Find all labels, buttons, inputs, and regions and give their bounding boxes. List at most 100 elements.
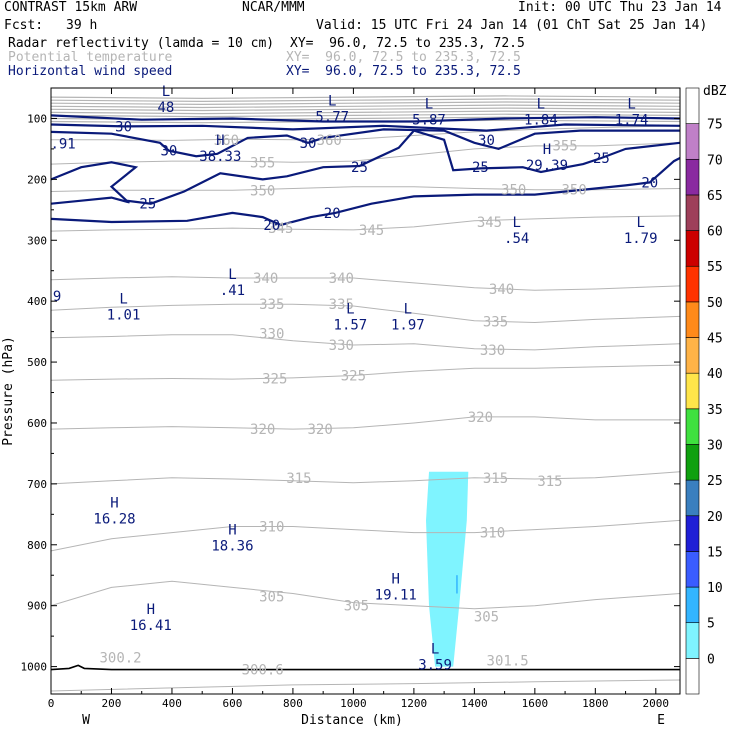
field-xy-wind: XY= 96.0, 72.5 to 235.3, 72.5 [286, 64, 521, 79]
field-xy-theta: XY= 96.0, 72.5 to 235.3, 72.5 [286, 50, 521, 65]
extremum-marker: H [543, 142, 551, 158]
extremum-value: 19.11 [375, 587, 417, 603]
colorbar-swatch [685, 87, 700, 124]
wind-contour-25b [51, 196, 130, 205]
wind-contour-30c [51, 128, 680, 158]
field-name-wind: Horizontal wind speed [8, 64, 173, 79]
x-tick-label: 1600 [522, 697, 549, 710]
valid-time: Valid: 15 UTC Fri 24 Jan 14 (01 ChT Sat … [316, 18, 708, 33]
wind-contour-30b [51, 123, 680, 132]
wind-label: 30 [478, 133, 495, 149]
wind-label: 25 [351, 160, 368, 176]
theta-label: 330 [329, 338, 354, 354]
colorbar-label: 40 [707, 367, 723, 382]
colorbar-swatch [685, 658, 700, 695]
extremum-value: 16.41 [130, 618, 172, 634]
colorbar-swatch [685, 158, 700, 196]
x-tick-label: 0 [48, 697, 55, 710]
extremum-marker: L [431, 641, 439, 657]
colorbar-swatch [685, 301, 700, 338]
colorbar-label: 70 [707, 153, 723, 168]
extremum-marker: L [328, 93, 336, 109]
terrain-line [51, 664, 680, 671]
wind-label: 25 [139, 197, 156, 213]
y-tick-label: 1000 [21, 661, 48, 674]
wind-contour-25 [51, 129, 680, 205]
theta-contour-upper-0 [51, 95, 680, 100]
extremum-value: 1.84 [524, 112, 558, 128]
theta-label: 330 [480, 343, 505, 359]
extremum-marker: L [228, 267, 236, 283]
y-tick-label: 500 [27, 356, 47, 369]
extremum-value: .91 [50, 137, 75, 153]
y-tick-label: 300 [27, 234, 47, 247]
wind-label: 30 [161, 144, 178, 160]
colorbar-label: 10 [707, 581, 723, 596]
wind-label: 25 [593, 151, 610, 167]
extremum-value: 5.87 [412, 112, 446, 128]
y-tick-label: 400 [27, 295, 47, 308]
colorbar-label: 25 [707, 474, 723, 489]
x-tick-label: 200 [102, 697, 122, 710]
theta-contour-upper-4 [51, 107, 680, 112]
colorbar-swatch [685, 194, 700, 231]
theta-contour-upper-5 [51, 110, 680, 115]
colorbar-swatch [685, 622, 700, 659]
colorbar-swatch [685, 444, 700, 481]
extremum-value: 16.28 [93, 511, 135, 527]
theta-label: 315 [483, 471, 508, 487]
extremum-marker: H [216, 133, 224, 149]
extremum-value: .41 [220, 283, 245, 299]
theta-label: 315 [286, 471, 311, 487]
axis-layer: 0 200 400 600 800 1000 1200 1400 1600 1800 2000 100… [21, 88, 680, 710]
theta-label: 350 [562, 183, 587, 199]
fcst-label: Fcst: [4, 18, 44, 33]
x-axis-west-label: W [82, 713, 90, 728]
colorbar-label: 50 [707, 296, 723, 311]
x-tick-label: 1200 [401, 697, 428, 710]
extremum-value: 1.79 [624, 231, 658, 247]
theta-label: 300.2 [99, 650, 141, 666]
theta-contour-355 [51, 142, 680, 165]
y-axis-label: Pressure (hPa) [1, 336, 16, 446]
extremum-value: 1.57 [334, 318, 368, 334]
theta-label: 325 [262, 372, 287, 388]
extremum-value: 1.74 [615, 112, 649, 128]
extremum-value: 38.33 [199, 149, 241, 165]
extremum-value: 5.77 [315, 109, 349, 125]
colorbar-swatch [685, 586, 700, 624]
theta-label: 305 [344, 599, 369, 615]
x-tick-label: 400 [162, 697, 182, 710]
extremum-value: 29.39 [526, 158, 568, 174]
extremum-marker: H [392, 571, 400, 587]
colorbar-swatch [685, 230, 700, 267]
theta-label: 315 [537, 474, 562, 490]
field-name-theta: Potential temperature [8, 50, 173, 65]
center-name: NCAR/MMM [242, 0, 305, 15]
contour-layer [51, 95, 680, 692]
theta-label: 301.5 [487, 654, 529, 670]
theta-contour-345 [51, 215, 680, 232]
fcst-value: 39 h [66, 18, 98, 33]
theta-label: 355 [552, 138, 577, 154]
theta-label: 310 [259, 520, 284, 536]
extremum-marker: H [228, 523, 236, 539]
wind-label: 30 [115, 119, 132, 135]
field-xy-reflectivity: XY= 96.0, 72.5 to 235.3, 72.5 [290, 36, 525, 51]
theta-contour-upper-3 [51, 104, 680, 109]
wind-contour-20 [51, 157, 680, 227]
plot-frame [50, 87, 681, 695]
x-tick-label: 2000 [643, 697, 670, 710]
theta-label: 340 [253, 271, 278, 287]
init-time: Init: 00 UTC Thu 23 Jan 14 [518, 0, 722, 15]
theta-contour-350 [51, 186, 680, 192]
wind-label: 30 [300, 136, 317, 152]
colorbar-label: 5 [707, 617, 715, 632]
theta-label: 335 [259, 297, 284, 313]
theta-contour-upper-6 [51, 113, 680, 118]
theta-label: 300.6 [242, 663, 284, 679]
theta-label: 335 [483, 314, 508, 330]
theta-label: 330 [259, 326, 284, 342]
theta-label: 320 [307, 422, 332, 438]
